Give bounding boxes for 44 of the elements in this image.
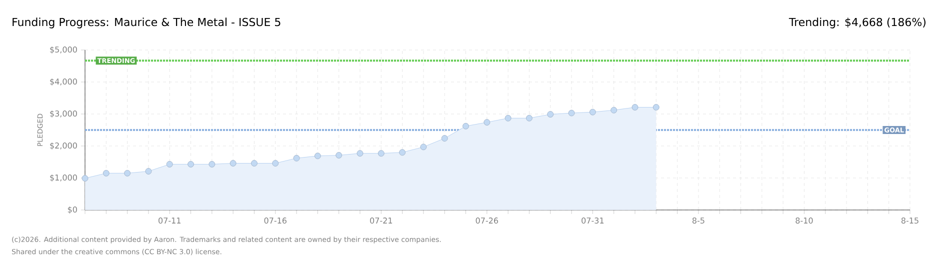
point xyxy=(251,160,258,166)
point xyxy=(230,160,236,166)
x-tick-label: 07-11 xyxy=(158,218,181,224)
y-tick-label: $5,000 xyxy=(50,46,77,54)
point xyxy=(484,119,490,126)
x-tick-label: 07-26 xyxy=(476,218,498,224)
text: Trending: $4,668 (186%) xyxy=(788,18,926,28)
y-tick-label: $1,000 xyxy=(50,174,77,182)
point xyxy=(420,144,427,150)
point xyxy=(568,110,575,116)
x-tick-label: 8-10 xyxy=(796,218,813,224)
point xyxy=(124,170,131,176)
point xyxy=(399,149,406,156)
point xyxy=(208,161,216,168)
y-tick-label: $3,000 xyxy=(50,110,77,118)
point xyxy=(610,106,618,114)
point xyxy=(547,111,554,118)
point xyxy=(504,114,512,122)
point xyxy=(632,104,638,110)
point xyxy=(441,135,448,142)
point xyxy=(145,168,152,174)
y-tick-label: $0 xyxy=(68,206,77,214)
y-tick-label: $2,000 xyxy=(50,142,77,150)
point xyxy=(188,161,194,168)
point xyxy=(272,160,279,166)
point xyxy=(652,104,660,110)
point xyxy=(102,170,110,176)
x-tick-label: 8-5 xyxy=(692,218,704,224)
point xyxy=(82,175,88,182)
point xyxy=(589,108,596,116)
point xyxy=(314,152,321,160)
point xyxy=(166,161,173,168)
point xyxy=(336,152,342,158)
x-tick-label: 07-21 xyxy=(370,218,392,224)
point xyxy=(356,150,364,157)
x-tick-label: 07-16 xyxy=(264,218,287,224)
x-tick-label: 07-31 xyxy=(582,218,604,224)
point xyxy=(526,114,532,122)
x-tick-label: 8-15 xyxy=(901,218,918,224)
point xyxy=(462,122,469,130)
point xyxy=(293,154,300,162)
y-tick-label: $4,000 xyxy=(50,78,77,86)
point xyxy=(378,150,384,157)
chart-title: Funding Progress: Maurice & The Metal - ISSUE 5 xyxy=(12,18,280,28)
